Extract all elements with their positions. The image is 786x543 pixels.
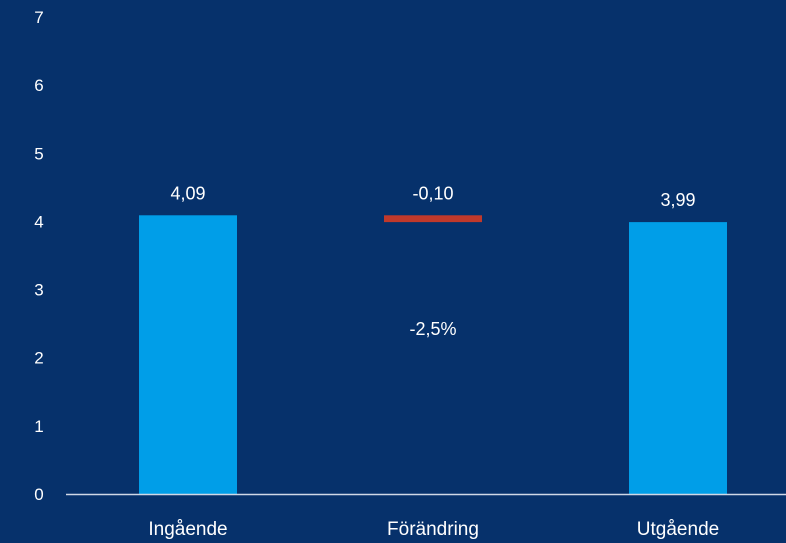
bar-1 <box>139 215 237 494</box>
category-label: Förändring <box>387 519 479 540</box>
data-label: -0,10 <box>412 183 453 203</box>
category-label: Ingående <box>148 519 227 540</box>
y-axis-ticks: 0 1 2 3 4 5 6 7 <box>34 8 43 504</box>
bar-2 <box>384 215 482 223</box>
data-label: 3,99 <box>660 190 695 210</box>
data-labels: 4,09 -0,10 3,99 <box>170 183 695 210</box>
y-tick-label: 3 <box>34 281 43 300</box>
y-tick-label: 7 <box>34 8 43 27</box>
annotations: -2,5% <box>409 319 456 339</box>
y-tick-label: 1 <box>34 417 43 436</box>
category-label: Utgående <box>637 519 719 540</box>
y-tick-label: 4 <box>34 212 43 231</box>
bars <box>139 215 727 495</box>
y-tick-label: 0 <box>34 485 43 504</box>
y-tick-label: 5 <box>34 144 43 163</box>
y-tick-label: 2 <box>34 349 43 368</box>
category-labels: Ingående Förändring Utgående <box>148 519 719 540</box>
change-percent-label: -2,5% <box>409 319 456 339</box>
data-label: 4,09 <box>170 183 205 203</box>
y-tick-label: 6 <box>34 76 43 95</box>
bar-3 <box>629 222 727 495</box>
